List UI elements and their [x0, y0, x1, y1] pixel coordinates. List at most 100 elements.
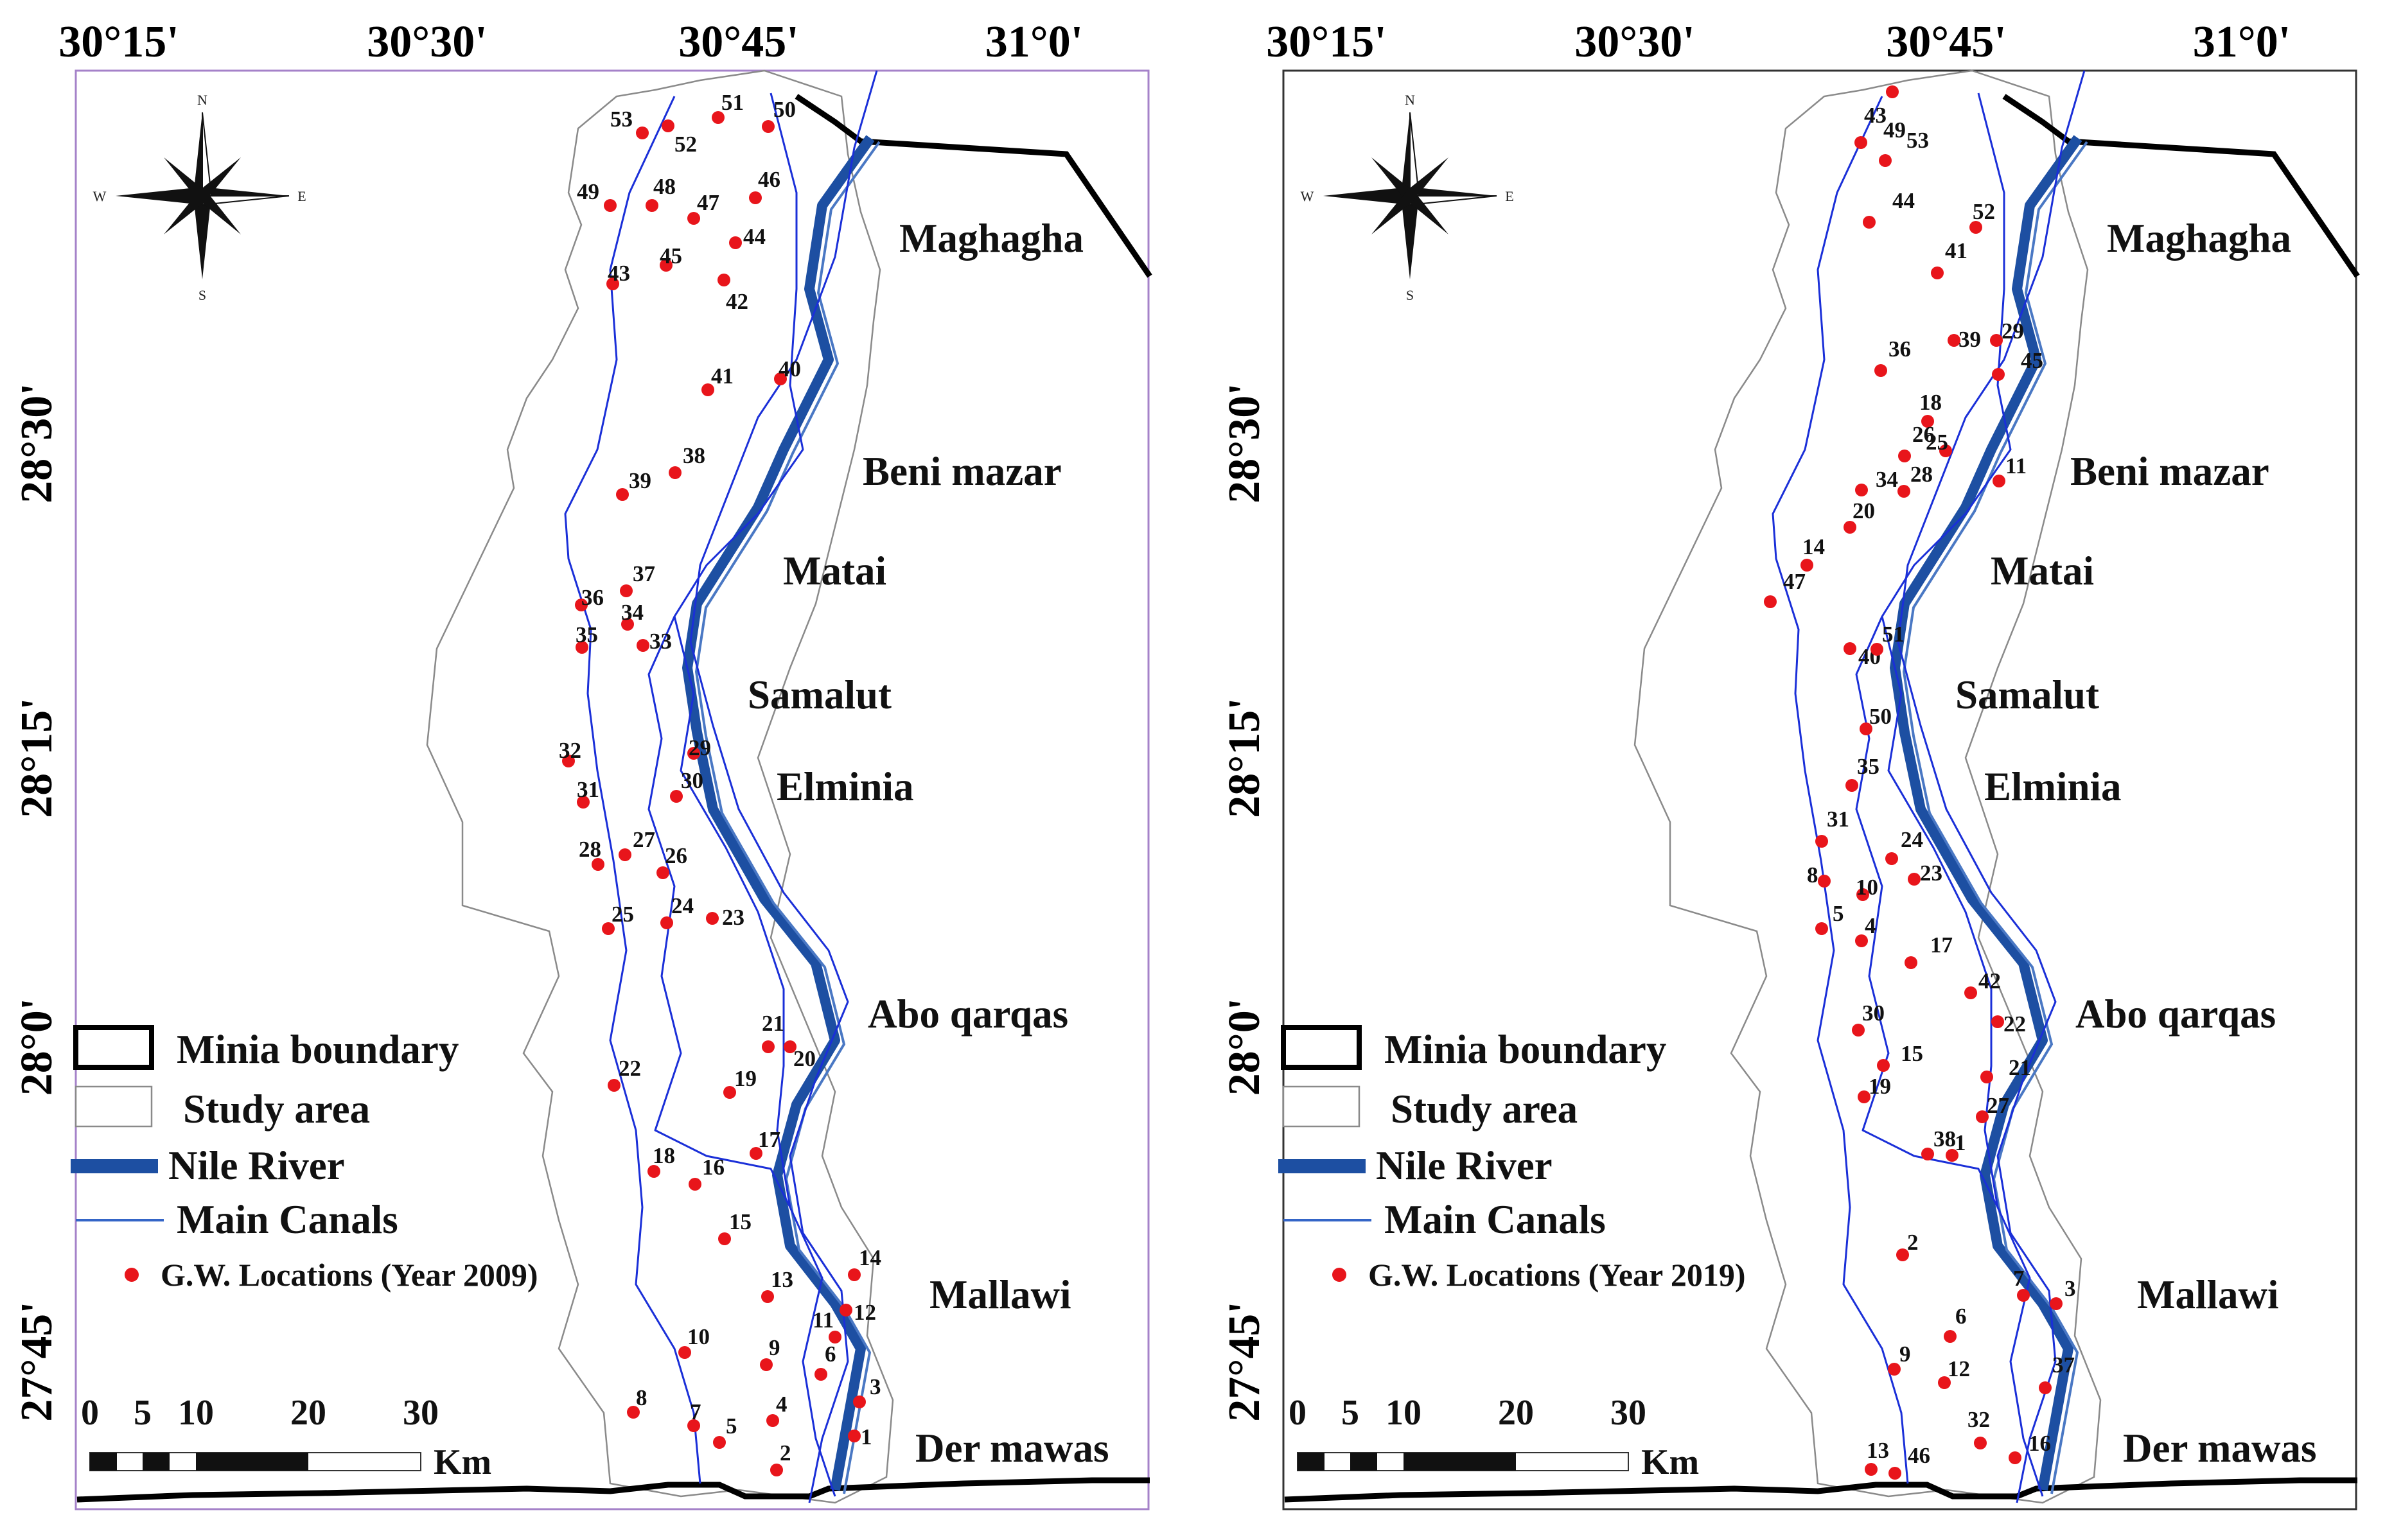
well-label: 28 [579, 837, 601, 862]
legend-boundary-swatch [1281, 1025, 1362, 1070]
well-label: 7 [2013, 1266, 2025, 1291]
well-label: 5 [726, 1413, 737, 1439]
main-canal-line [1855, 616, 1999, 1208]
scale-tick-label: 0 [81, 1393, 99, 1433]
well-point [1856, 888, 1869, 901]
main-canal-line [1881, 92, 2044, 1497]
main-canal-line [564, 96, 701, 1484]
well-label: 25 [1926, 430, 1948, 455]
scale-bar: 0 5 10 20 30 Km [1289, 1393, 1699, 1482]
city-label: Matai [1991, 548, 2094, 593]
well-label: 16 [702, 1155, 725, 1180]
well-point [1888, 1467, 1901, 1480]
well-point [1946, 1149, 1958, 1162]
well-point [1992, 368, 2005, 381]
nile-river-line [682, 135, 875, 1491]
well-label: 38 [683, 443, 705, 468]
well-point [637, 639, 649, 652]
longitude-label: 30°45' [678, 17, 798, 67]
scale-unit-label: Km [1641, 1442, 1699, 1482]
well-label: 15 [729, 1209, 752, 1234]
well-label: 49 [577, 179, 599, 204]
compass-east-letter: E [297, 188, 306, 204]
well-point [750, 1147, 762, 1160]
well-point [766, 1414, 779, 1427]
scale-tick-label: 30 [403, 1393, 439, 1433]
well-label: 11 [813, 1308, 834, 1333]
well-point [1964, 986, 1977, 999]
well-point [577, 796, 590, 809]
well-point [2039, 1381, 2052, 1394]
well-label: 16 [2029, 1431, 2051, 1456]
latitude-label: 27°45' [12, 1301, 62, 1421]
main-canal-line [647, 616, 791, 1208]
well-point [1990, 334, 2003, 347]
well-point [619, 848, 631, 861]
well-label: 5 [1833, 901, 1844, 926]
well-point [627, 1406, 640, 1419]
well-point [1991, 1015, 2004, 1028]
well-point [656, 866, 669, 879]
map-panel-map-2019: 30°15' 30°30' 30°45' 31°0' 28°30' 28°15' 28°0'… [1220, 17, 2360, 1510]
well-label: 6 [825, 1342, 836, 1367]
well-label: 27 [1987, 1093, 2009, 1118]
well-point [606, 277, 619, 290]
well-point [718, 1232, 731, 1245]
well-label: 12 [854, 1300, 876, 1325]
well-label: 9 [769, 1335, 780, 1360]
well-point [689, 1178, 701, 1191]
well-label: 35 [576, 622, 598, 647]
well-point [2009, 1451, 2021, 1464]
well-point [853, 1396, 866, 1408]
well-point [760, 1358, 773, 1371]
scale-tick-label: 30 [1610, 1393, 1646, 1433]
map-panel-map-2009: 30°15' 30°30' 30°45' 31°0' 28°30' 28°15' 28°0'… [12, 17, 1152, 1510]
well-label: 29 [689, 735, 711, 760]
well-point [1898, 450, 1911, 462]
well-label: 8 [1807, 862, 1818, 888]
well-label: 42 [1978, 968, 2001, 993]
well-point [1938, 1376, 1951, 1389]
well-point [1993, 475, 2005, 487]
north-arrow-compass-icon: N S E W [93, 92, 306, 303]
legend-study-area-label: Study area [183, 1087, 370, 1132]
well-point [1877, 1059, 1890, 1072]
well-label: 15 [1901, 1041, 1923, 1066]
well-label: 43 [1864, 103, 1887, 128]
well-label: 20 [793, 1046, 816, 1071]
well-point [1764, 595, 1777, 608]
city-label: Beni mazar [863, 449, 1062, 494]
well-point [1948, 334, 1960, 347]
well-point [576, 641, 588, 654]
well-point [829, 1331, 841, 1343]
map-legend: Minia boundary Study area Nile River Main C… [71, 1025, 538, 1293]
well-point [662, 119, 674, 132]
well-point [604, 199, 617, 212]
well-label: 34 [1876, 467, 1898, 492]
well-point [761, 1290, 774, 1303]
well-point [660, 916, 673, 929]
well-label: 44 [743, 224, 766, 249]
well-label: 24 [671, 893, 694, 918]
well-label: 22 [619, 1056, 641, 1081]
well-point [1870, 643, 1883, 656]
compass-north-letter: N [1405, 92, 1415, 108]
well-label: 30 [681, 768, 703, 793]
city-label: Mallawi [2137, 1272, 2278, 1317]
well-label: 18 [1919, 390, 1942, 415]
legend-points-label: G.W. Locations (Year 2019) [1368, 1257, 1746, 1293]
well-label: 17 [758, 1127, 780, 1152]
well-point [1886, 85, 1899, 98]
city-label: Abo qarqas [868, 992, 1068, 1037]
well-label: 39 [629, 468, 651, 493]
compass-west-letter: W [1301, 188, 1314, 204]
well-point [1854, 136, 1867, 149]
well-point [1944, 1330, 1957, 1343]
well-label: 32 [1967, 1407, 1990, 1432]
city-label: Der mawas [2123, 1426, 2317, 1471]
well-label: 28 [1910, 462, 1933, 487]
longitude-label: 30°30' [367, 17, 487, 67]
well-label: 23 [722, 905, 744, 930]
well-point [770, 1464, 783, 1476]
scale-tick-label: 5 [134, 1393, 152, 1433]
